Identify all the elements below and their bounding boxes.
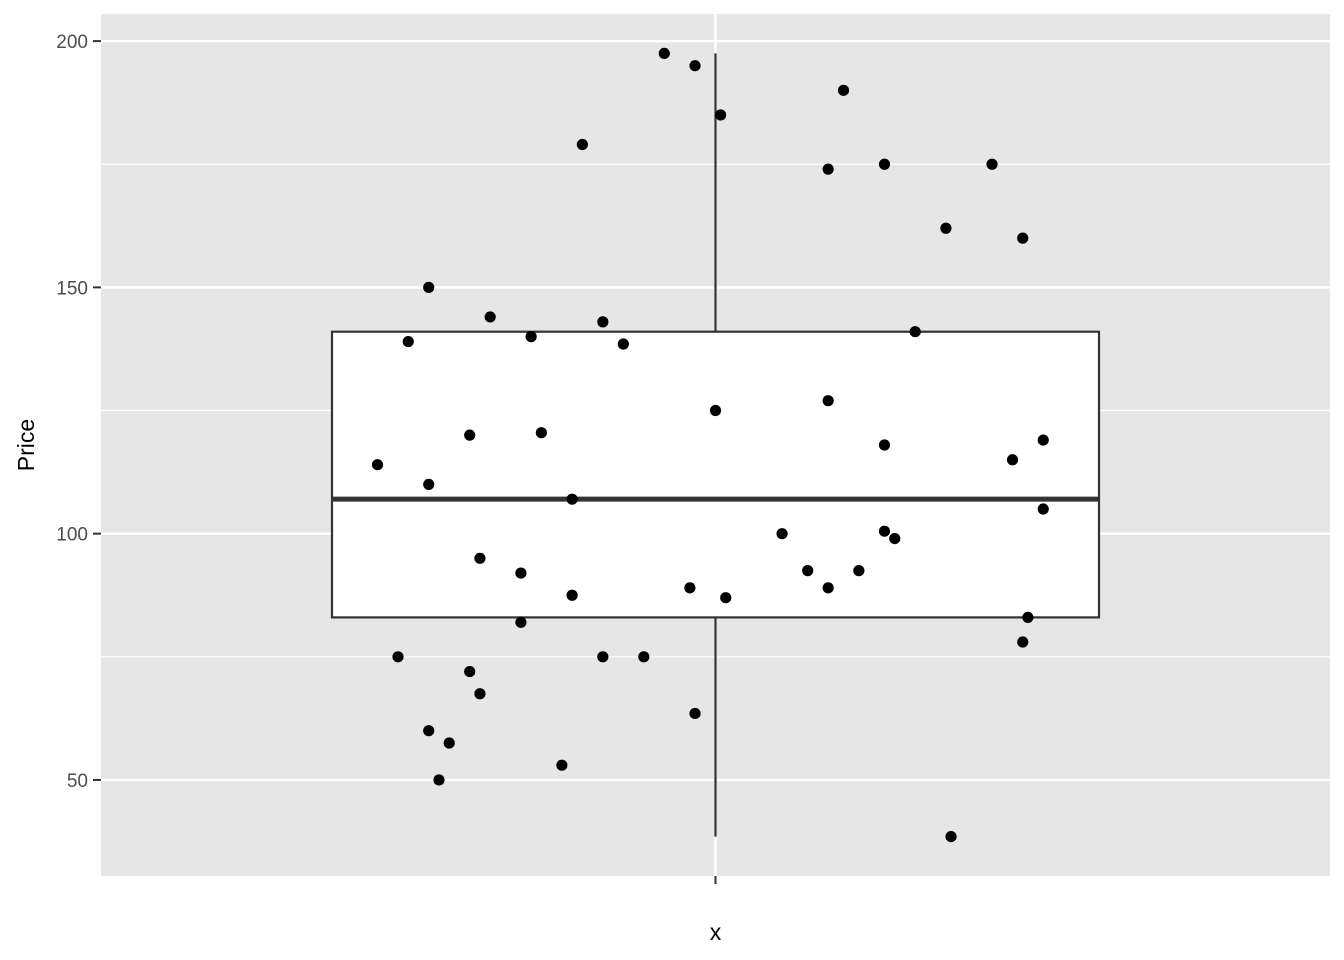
- data-point: [1017, 232, 1029, 244]
- data-point: [474, 552, 486, 564]
- y-tick-label: 50: [67, 771, 88, 792]
- data-point: [837, 84, 850, 96]
- data-point: [464, 429, 476, 441]
- data-point: [464, 665, 476, 678]
- data-point: [484, 311, 496, 323]
- data-point: [617, 338, 629, 350]
- data-point: [776, 528, 788, 540]
- data-point: [433, 774, 445, 786]
- y-axis-title: Price: [13, 419, 39, 471]
- data-point: [940, 222, 952, 234]
- y-tick-label: 200: [56, 32, 88, 53]
- data-point: [392, 651, 404, 663]
- y-tick-label: 150: [56, 278, 88, 299]
- data-point: [474, 688, 486, 700]
- data-point: [566, 589, 578, 601]
- data-point: [423, 478, 435, 491]
- data-point: [402, 335, 414, 348]
- data-point: [684, 582, 696, 594]
- data-point: [1037, 434, 1049, 446]
- data-point: [371, 459, 384, 471]
- data-point: [658, 47, 670, 60]
- data-point: [822, 395, 834, 407]
- data-point: [986, 158, 998, 170]
- data-point: [515, 616, 527, 628]
- data-point: [423, 281, 435, 293]
- data-point: [423, 725, 435, 737]
- data-point: [853, 565, 865, 577]
- box-iqr: [330, 330, 1101, 619]
- data-point: [715, 109, 727, 121]
- data-point: [945, 830, 957, 843]
- y-tick-label: 100: [56, 525, 88, 546]
- data-point: [638, 651, 650, 663]
- data-point: [443, 737, 455, 749]
- data-point: [709, 404, 722, 417]
- data-point: [878, 158, 891, 170]
- data-point: [802, 565, 814, 577]
- data-point: [597, 316, 609, 328]
- data-point: [889, 532, 901, 545]
- data-point: [878, 439, 891, 451]
- data-point: [515, 567, 527, 579]
- data-point: [878, 525, 891, 537]
- data-point: [720, 592, 732, 604]
- data-point: [689, 707, 701, 720]
- data-point: [1037, 503, 1049, 515]
- data-point: [1017, 636, 1029, 648]
- data-point: [1006, 454, 1019, 466]
- data-point: [1022, 611, 1034, 624]
- data-point: [597, 651, 609, 663]
- data-point: [909, 326, 921, 338]
- box-layer: [330, 53, 1101, 837]
- data-point: [689, 60, 701, 72]
- y-axis: 50 100 150 200: [56, 32, 101, 792]
- data-point: [535, 427, 547, 439]
- data-point: [822, 582, 834, 594]
- data-point: [556, 759, 568, 771]
- data-point: [525, 331, 537, 343]
- x-axis-title: x: [710, 919, 722, 945]
- data-point: [576, 138, 588, 151]
- data-point: [566, 493, 578, 505]
- data-point: [822, 163, 834, 175]
- jitter-points: [371, 47, 1049, 843]
